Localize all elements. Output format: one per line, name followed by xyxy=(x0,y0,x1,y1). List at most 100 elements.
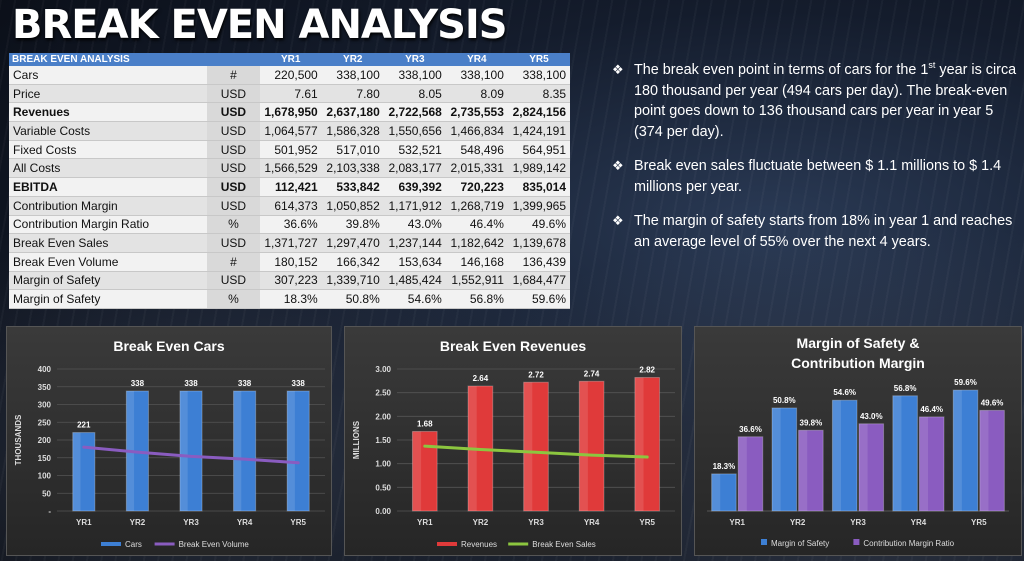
table-cell: 1,268,719 xyxy=(445,196,508,216)
data-label: 338 xyxy=(238,379,252,388)
table-cell: 564,951 xyxy=(507,140,570,160)
table-header-row: BREAK EVEN ANALYSIS YR1 YR2 YR3 YR4 YR5 xyxy=(9,53,570,66)
data-label: 56.8% xyxy=(894,384,917,393)
row-unit: USD xyxy=(207,121,260,141)
table-cell: 7.61 xyxy=(259,84,322,104)
y-tick-label: 100 xyxy=(38,472,52,481)
row-label: Contribution Margin xyxy=(9,196,208,216)
legend-label: Cars xyxy=(125,540,142,549)
table-header-cell: YR5 xyxy=(507,53,570,66)
table-header-cell: YR4 xyxy=(445,53,508,66)
table-cell: 46.4% xyxy=(445,215,508,235)
table-cell: 39.8% xyxy=(321,215,384,235)
table-cell: 614,373 xyxy=(259,196,322,216)
table-row: All Costs USD 1,566,529 2,103,338 2,083,177 2… xyxy=(9,158,570,179)
table-cell: 180,152 xyxy=(259,252,322,272)
series-line xyxy=(82,445,300,465)
y-tick-label: 50 xyxy=(42,489,51,498)
data-label: 50.8% xyxy=(773,396,796,405)
table-header-cell: YR1 xyxy=(259,53,322,66)
row-label: All Costs xyxy=(9,158,208,179)
table-body: Cars #220,500 338,100 338,100 338,100 338,100… xyxy=(9,66,570,309)
row-unit: # xyxy=(207,66,260,85)
table-row: Fixed Costs USD 501,952 517,010 532,521 548,4… xyxy=(9,140,570,160)
page-title: BREAK EVEN ANALYSIS xyxy=(12,2,508,48)
table-cell: 166,342 xyxy=(321,252,384,272)
row-label: EBITDA xyxy=(9,177,208,197)
data-label: 2.82 xyxy=(639,366,655,375)
table-row: Variable Costs USD 1,064,577 1,586,328 1,550… xyxy=(9,121,570,141)
table-cell: 2,083,177 xyxy=(383,158,446,179)
legend-label: Break Even Volume xyxy=(179,540,250,549)
table-cell: 1,050,852 xyxy=(321,196,384,216)
table-cell: 338,100 xyxy=(383,66,446,85)
bar xyxy=(918,416,945,512)
bar xyxy=(286,390,310,512)
x-tick-label: YR1 xyxy=(417,518,433,527)
table-cell: 338,100 xyxy=(321,66,384,85)
x-tick-label: YR5 xyxy=(639,518,655,527)
table-cell: 8.09 xyxy=(445,84,508,104)
data-label: 2.72 xyxy=(528,370,544,379)
bar-highlight xyxy=(953,390,962,511)
table-cell: 307,223 xyxy=(259,271,322,291)
row-unit: USD xyxy=(207,177,260,197)
table-title-cell: BREAK EVEN ANALYSIS xyxy=(9,53,208,66)
table-cell: 8.35 xyxy=(507,84,570,104)
x-tick-label: YR2 xyxy=(790,518,806,527)
row-label: Price xyxy=(9,84,208,104)
row-label: Margin of Safety xyxy=(9,289,208,309)
table-cell: 1,550,656 xyxy=(383,121,446,141)
row-unit: USD xyxy=(207,140,260,160)
x-tick-label: YR5 xyxy=(971,518,987,527)
legend-swatch xyxy=(853,539,860,545)
x-tick-label: YR1 xyxy=(729,518,745,527)
table-cell: 1,586,328 xyxy=(321,121,384,141)
table-cell: 1,339,710 xyxy=(321,271,384,291)
table-header-cell: YR2 xyxy=(321,53,384,66)
table-header-cell: YR3 xyxy=(383,53,446,66)
break-even-cars-chart: - 50 100 150 200 250 300 350 400 THOUSANDS YR1 221 Y… xyxy=(14,365,325,549)
bullet-item: The break even point in terms of cars fo… xyxy=(612,60,1020,142)
row-unit: % xyxy=(207,215,260,235)
y-tick-label: 2.50 xyxy=(375,389,391,398)
table-cell: 1,139,678 xyxy=(507,233,570,253)
row-label: Variable Costs xyxy=(9,121,208,141)
data-label: 2.64 xyxy=(473,374,489,383)
chart-panel-margin-of-safety: Margin of Safety & Contribution Margin Y… xyxy=(694,326,1022,556)
bar xyxy=(952,389,979,512)
table-cell: 532,521 xyxy=(383,140,446,160)
table-row: Margin of Safety USD 307,223 1,339,710 1,485… xyxy=(9,271,570,291)
break-even-revenues-chart: 0.00 0.50 1.00 1.50 2.00 2.50 3.00 MILLIONS YR1 1… xyxy=(352,365,675,549)
row-label: Break Even Sales xyxy=(9,233,208,253)
row-label: Margin of Safety xyxy=(9,271,208,291)
table-cell: 1,989,142 xyxy=(507,158,570,179)
legend-label: Margin of Safety xyxy=(771,539,829,548)
bar-highlight xyxy=(233,391,242,511)
bullet-item: Break even sales fluctuate between $ 1.1… xyxy=(612,156,1020,197)
x-tick-label: YR4 xyxy=(237,518,253,527)
y-axis-label: MILLIONS xyxy=(352,420,361,459)
margin-of-safety-chart: YR1 18.3% 36.6% YR2 50.8% 39.8% YR3 54.6% 43.0% Y… xyxy=(707,378,1009,548)
y-tick-label: 400 xyxy=(38,365,52,374)
table-cell: 517,010 xyxy=(321,140,384,160)
table-cell: 1,399,965 xyxy=(507,196,570,216)
data-label: 46.4% xyxy=(920,405,943,414)
table-cell: 1,237,144 xyxy=(383,233,446,253)
table-cell: 56.8% xyxy=(445,289,508,309)
chart-panel-break-even-revenues: Break Even Revenues 0.00 0.50 1.00 1.50 2.00… xyxy=(344,326,682,556)
y-tick-label: 0.50 xyxy=(375,483,391,492)
row-unit: USD xyxy=(207,84,260,104)
table-cell: 1,171,912 xyxy=(383,196,446,216)
y-tick-label: 150 xyxy=(38,454,52,463)
table-cell: 36.6% xyxy=(259,215,322,235)
table-cell: 338,100 xyxy=(445,66,508,85)
bar xyxy=(233,390,257,512)
bar-highlight xyxy=(179,391,188,511)
x-tick-label: YR3 xyxy=(528,518,544,527)
bar xyxy=(523,381,549,512)
table-cell: 2,824,156 xyxy=(507,102,570,123)
table-header-cell xyxy=(207,53,260,66)
table-cell: 1,678,950 xyxy=(259,102,322,123)
table-cell: 220,500 xyxy=(259,66,322,85)
